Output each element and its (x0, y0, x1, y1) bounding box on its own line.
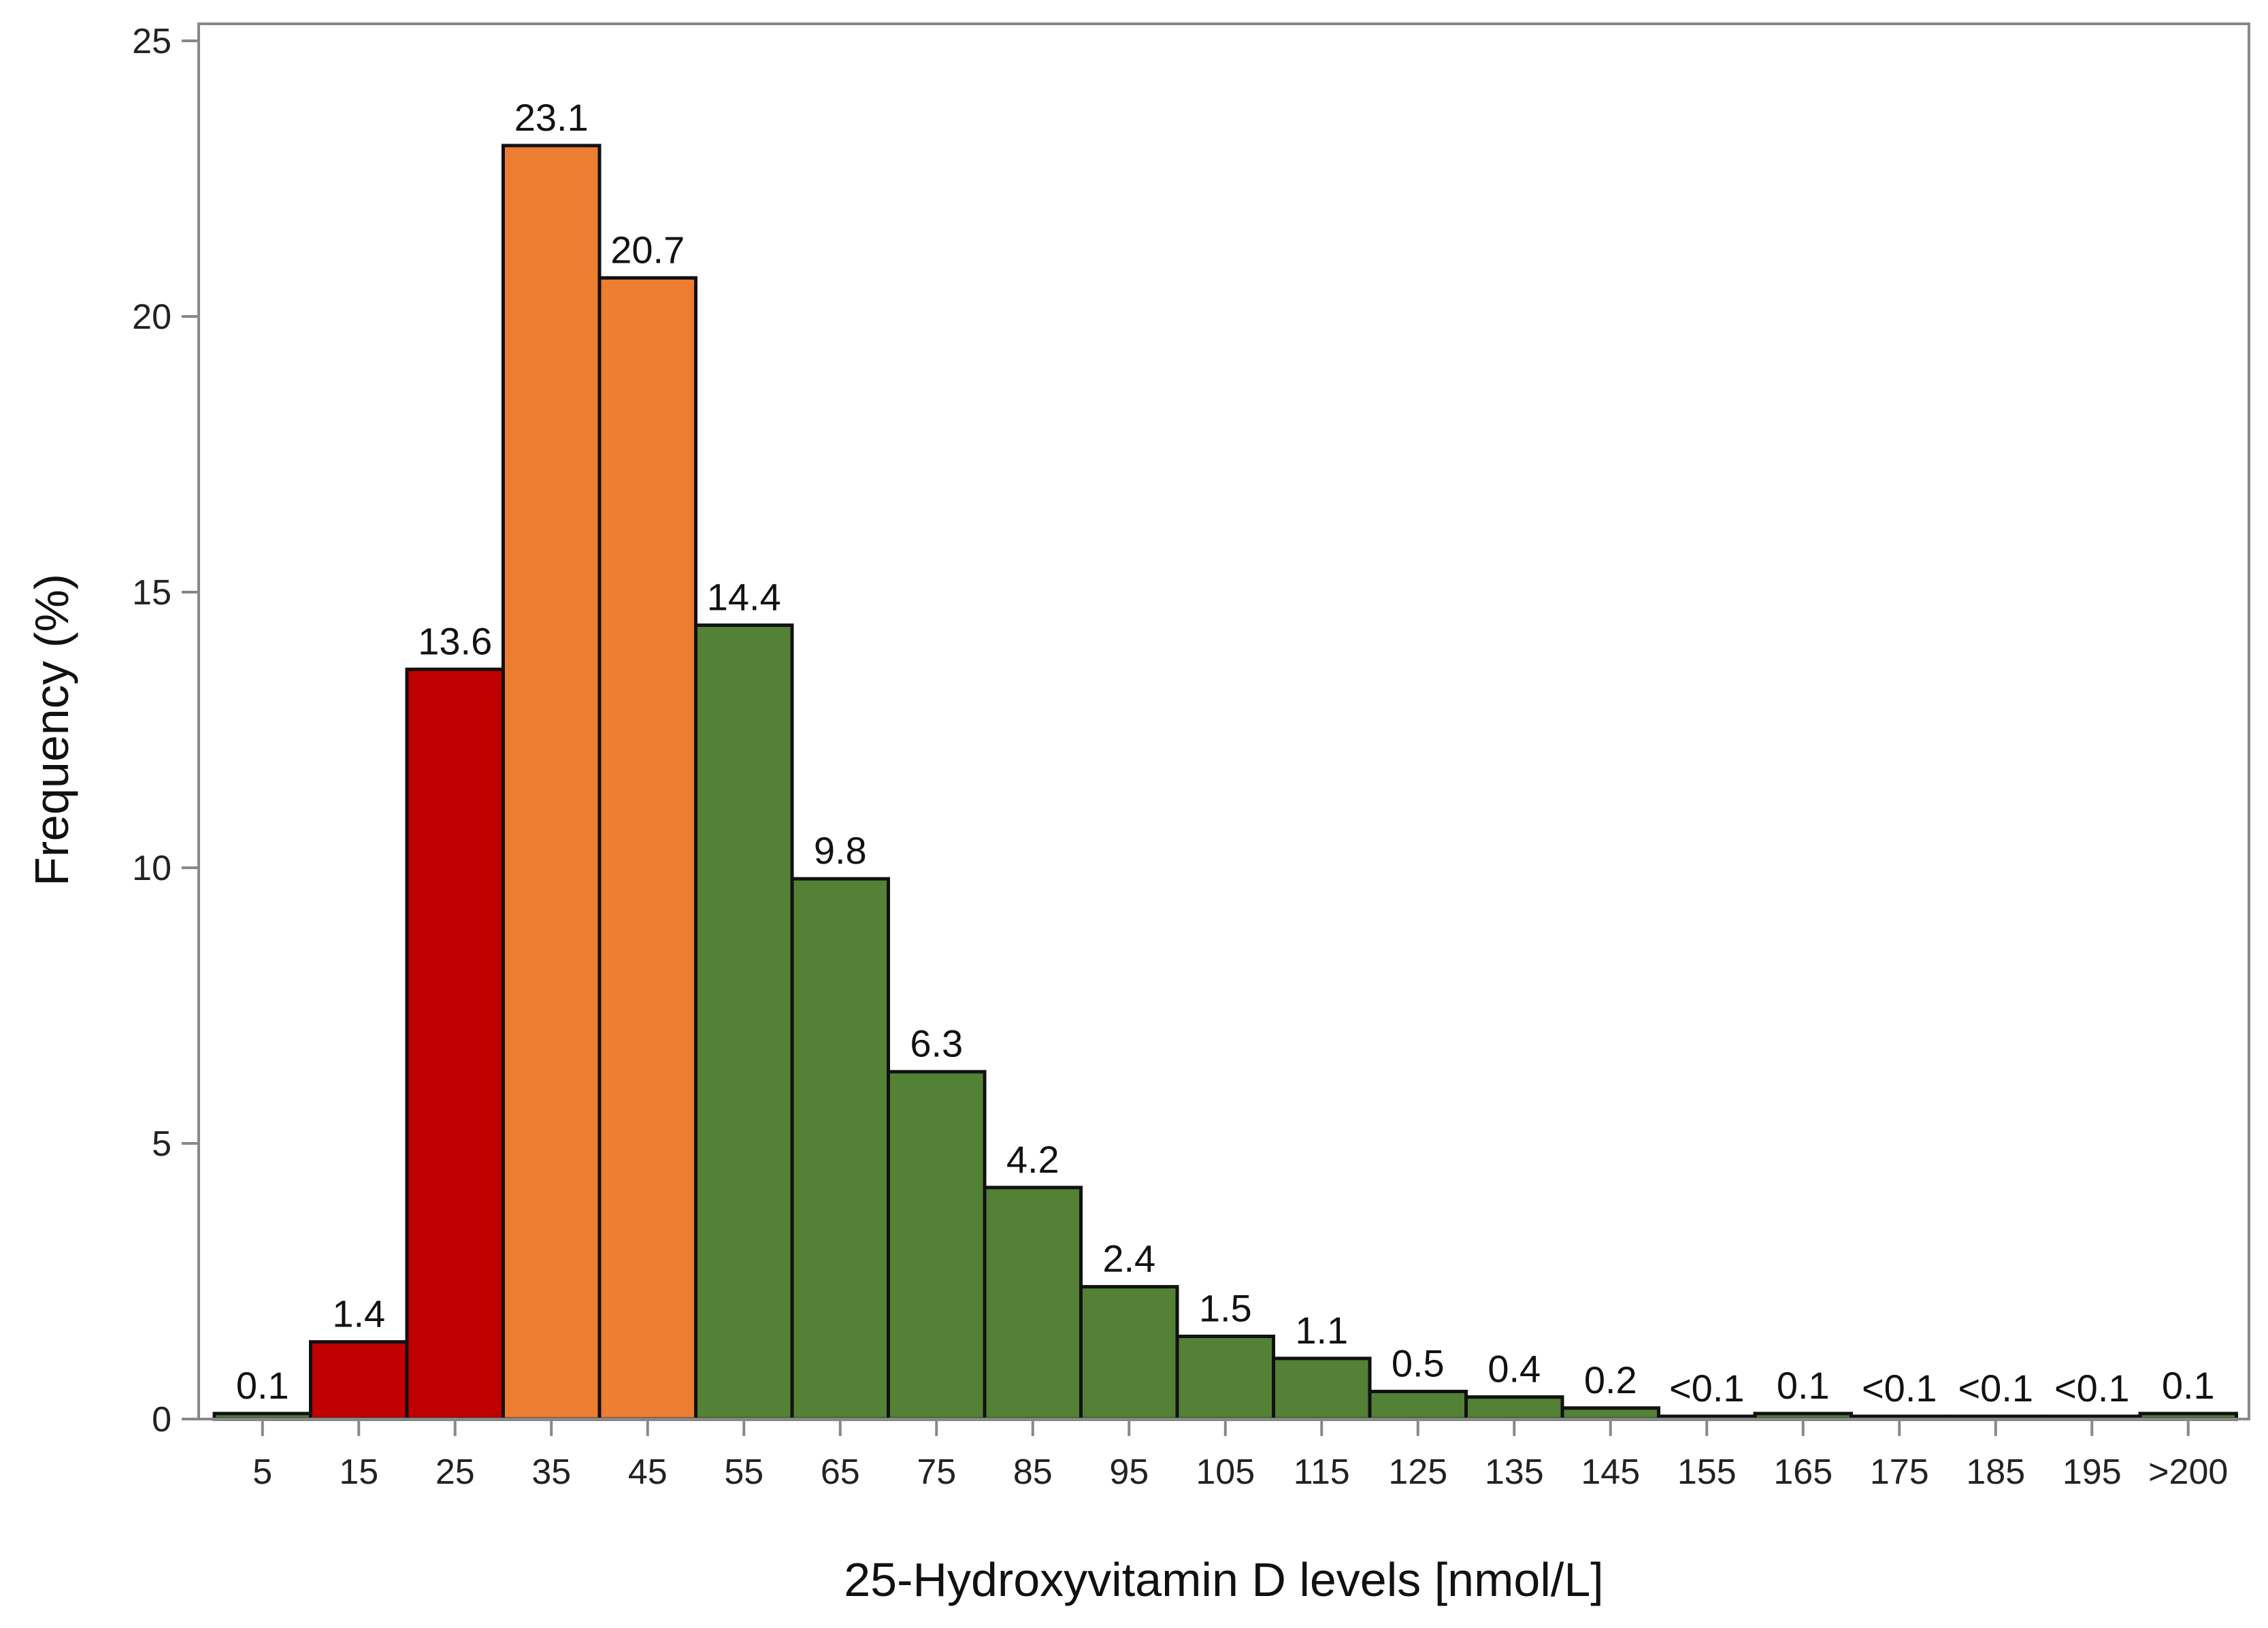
bar (1175, 1335, 1275, 1421)
y-tick-label: 15 (132, 573, 171, 613)
x-tick-label: 55 (724, 1452, 763, 1492)
bar (790, 877, 890, 1421)
x-tick-label: 65 (821, 1452, 860, 1492)
y-axis-title: Frequency (%) (25, 574, 78, 886)
data-label: 1.5 (1199, 1287, 1252, 1330)
plot-frame (197, 22, 2250, 1420)
data-label: 20.7 (610, 228, 685, 271)
x-tick-label: 105 (1196, 1452, 1255, 1492)
data-label: 4.2 (1006, 1138, 1059, 1181)
data-label: 0.5 (1392, 1342, 1445, 1385)
bar (1272, 1356, 1372, 1421)
y-tick-label: 25 (132, 22, 171, 61)
x-tick-label: 95 (1109, 1452, 1149, 1492)
data-label: 0.1 (1777, 1364, 1830, 1407)
y-tick-label: 20 (132, 297, 171, 337)
axes-layer: 0 5 10 15 20 25 5 15 25 35 45 55 65 75 85 95 105 115 125 13… (132, 22, 2250, 1492)
data-label: 0.1 (236, 1364, 289, 1407)
y-tick-label: 10 (132, 849, 171, 888)
data-label: 13.6 (418, 619, 492, 662)
bar (405, 667, 505, 1421)
data-label: <0.1 (2054, 1367, 2130, 1410)
bar (1464, 1395, 1564, 1421)
data-label: <0.1 (1669, 1367, 1745, 1410)
bar (1079, 1285, 1179, 1421)
data-label: 23.1 (514, 96, 589, 139)
data-label: 0.2 (1584, 1358, 1637, 1401)
data-label: <0.1 (1862, 1367, 1937, 1410)
x-axis-title: 25-Hydroxyvitamin D levels [nmol/L] (844, 1553, 1603, 1606)
data-label: 1.1 (1295, 1309, 1348, 1352)
data-label: <0.1 (1958, 1367, 2033, 1410)
bar (502, 144, 602, 1421)
data-label: 9.8 (814, 829, 867, 872)
bar (694, 623, 794, 1421)
bar (1560, 1406, 1660, 1421)
data-label: 0.1 (2162, 1364, 2215, 1407)
bar (597, 276, 697, 1421)
x-tick-label: 165 (1773, 1452, 1833, 1492)
y-tick-label: 5 (152, 1124, 171, 1164)
x-tick-label: >200 (2148, 1452, 2228, 1492)
x-tick-label: 175 (1870, 1452, 1929, 1492)
x-tick-label: 25 (435, 1452, 475, 1492)
bar (887, 1070, 987, 1421)
y-tick-label: 0 (152, 1400, 171, 1439)
x-tick-label: 155 (1677, 1452, 1737, 1492)
x-tick-label: 85 (1013, 1452, 1053, 1492)
data-label: 6.3 (910, 1022, 963, 1065)
data-label: 2.4 (1102, 1237, 1155, 1280)
x-tick-label: 125 (1388, 1452, 1447, 1492)
x-tick-label: 35 (531, 1452, 571, 1492)
x-tick-label: 45 (628, 1452, 668, 1492)
x-tick-label: 195 (2062, 1452, 2122, 1492)
x-tick-label: 5 (252, 1452, 272, 1492)
data-label: 0.4 (1488, 1348, 1541, 1390)
data-label: 1.4 (332, 1292, 385, 1335)
bars-layer (212, 144, 2238, 1421)
data-label: 14.4 (707, 576, 781, 619)
x-tick-label: 115 (1294, 1452, 1350, 1492)
bar (983, 1186, 1083, 1421)
bar (1368, 1390, 1468, 1421)
x-tick-label: 135 (1485, 1452, 1544, 1492)
x-tick-label: 185 (1966, 1452, 2025, 1492)
x-tick-label: 15 (339, 1452, 378, 1492)
bar (309, 1340, 409, 1421)
data-labels-layer: 0.1 1.4 13.6 23.1 20.7 14.4 9.8 6.3 4.2 2.4 1.5 1.1… (236, 96, 2215, 1410)
x-tick-label: 145 (1581, 1452, 1640, 1492)
x-tick-label: 75 (917, 1452, 956, 1492)
